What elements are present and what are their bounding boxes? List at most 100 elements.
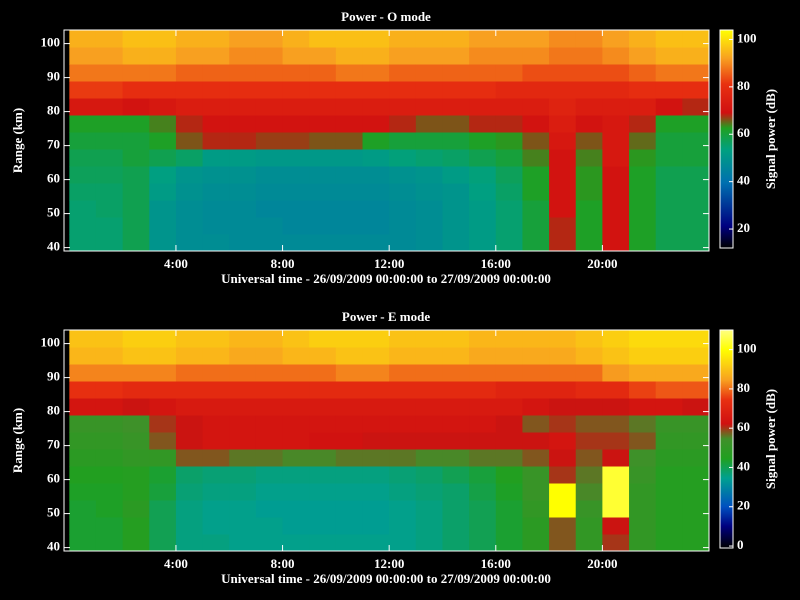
heat-cell [175,381,204,399]
heat-cell [655,149,683,167]
heat-cell [282,398,310,416]
heat-cell [309,483,337,501]
heat-cell [202,217,230,235]
heat-cell [575,483,603,501]
heat-cell [415,449,443,467]
heat-cell [69,132,97,150]
heat-cell [69,47,97,65]
heat-cell [415,149,443,167]
heat-cell [575,466,603,484]
heat-cell [575,81,603,99]
heat-cell [522,483,550,501]
heat-cell [69,381,97,399]
heat-cell [362,483,390,501]
heat-cell [95,217,124,235]
heat-cell [575,500,603,518]
colorbar-tick-label: 20 [737,498,750,513]
heat-cell [95,330,124,348]
colorbar-tick-label: 20 [737,220,750,235]
heat-cell [682,483,710,501]
heat-cell [549,500,577,518]
heat-cell [442,398,470,416]
heat-cell [229,364,257,382]
heat-cell [255,166,284,184]
heat-cell [175,30,204,48]
heat-cell [602,47,630,65]
heat-cell [549,200,577,218]
y-tick-label: 40 [47,239,60,254]
heat-cell [69,415,97,433]
heat-cell [175,534,204,552]
heat-cell [602,166,630,184]
heat-cell [442,517,470,535]
heat-cell [602,449,630,467]
heat-cell [149,183,177,201]
heat-cell [229,115,257,133]
heat-cell [629,364,657,382]
heat-cell [255,398,284,416]
heat-cell [122,415,150,433]
heat-cell [415,432,443,450]
heat-cell [362,217,390,235]
heat-cell [682,398,710,416]
heat-cell [282,466,310,484]
heat-cell [335,347,364,365]
heat-cell [309,183,337,201]
heat-cell [522,217,550,235]
heat-cell [575,534,603,552]
heat-cell [415,30,443,48]
heat-cell [655,534,683,552]
heat-cell [229,483,257,501]
heat-cell [442,149,470,167]
heat-cell [175,217,204,235]
heat-cell [469,347,497,365]
heat-cell [69,432,97,450]
heat-cell [495,381,523,399]
heat-cell [229,381,257,399]
heat-cell [442,347,470,365]
heat-cell [469,398,497,416]
heat-cell [362,398,390,416]
heat-cell [442,98,470,116]
heat-cell [362,234,390,252]
heat-cell [522,415,550,433]
heat-cell [69,200,97,218]
heat-cell [255,466,284,484]
heat-cell [549,30,577,48]
heat-cell [629,500,657,518]
heat-cell [229,534,257,552]
heat-cell [335,483,364,501]
heat-cell [655,364,683,382]
heat-cell [95,415,124,433]
heat-cell [629,330,657,348]
heat-cell [255,149,284,167]
heat-cell [229,166,257,184]
heat-cell [389,98,417,116]
heat-cell [469,183,497,201]
heat-cell [229,149,257,167]
heat-cell [229,47,257,65]
colorbar-tick-label: 60 [737,125,750,140]
heat-cell [549,466,577,484]
heat-cell [149,149,177,167]
heat-cell [202,398,230,416]
heat-cell [655,132,683,150]
heat-cell [442,47,470,65]
heat-cell [335,200,364,218]
heat-cell [122,217,150,235]
heat-cell [335,500,364,518]
heat-cell [309,381,337,399]
heat-cell [175,98,204,116]
heat-cell [389,381,417,399]
y-tick-label: 40 [47,539,60,554]
heat-cell [149,449,177,467]
heat-cell [175,330,204,348]
heat-cell [495,415,523,433]
heat-cell [389,364,417,382]
heat-cell [655,466,683,484]
heat-cell [549,517,577,535]
heat-cell [149,483,177,501]
heat-cell [469,364,497,382]
heat-cell [229,500,257,518]
heat-cell [469,330,497,348]
